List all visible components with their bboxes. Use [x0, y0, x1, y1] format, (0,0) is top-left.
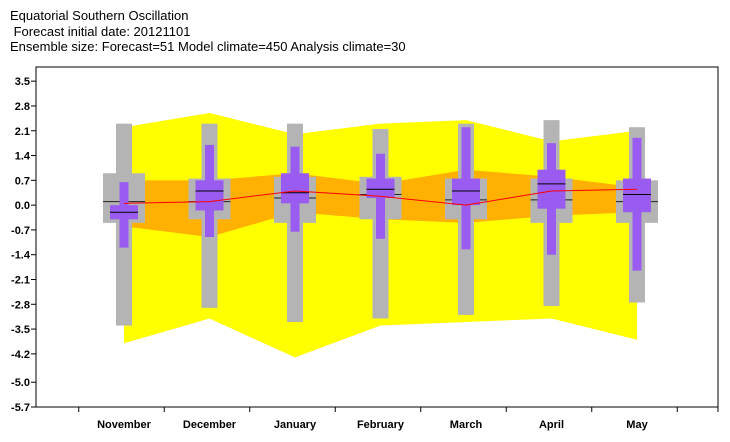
forecast-box [452, 178, 480, 206]
y-tick-label: -2.8 [11, 299, 30, 311]
x-tick-label: April [539, 419, 564, 431]
x-tick-label: February [357, 419, 405, 431]
x-tick-label: March [450, 419, 483, 431]
forecast-box [623, 178, 651, 213]
plot-frame [35, 66, 719, 408]
forecast-box [366, 178, 395, 199]
y-tick-label: -1.4 [11, 250, 31, 262]
x-axis: November December January February March Apri… [78, 407, 719, 431]
x-tick-label: December [183, 419, 237, 431]
box-group-november [103, 123, 145, 326]
y-tick-label: 2.8 [15, 101, 30, 113]
x-tick-label: May [626, 419, 648, 431]
chart-title: Equatorial Southern Oscillation [10, 8, 189, 23]
chart-titles: Equatorial Southern Oscillation Forecast… [10, 8, 406, 55]
y-tick-label: -5.7 [11, 402, 30, 414]
x-tick-label: January [274, 419, 317, 431]
box-group-january [274, 123, 316, 323]
chart-subtitle-date: Forecast initial date: 20121101 [10, 23, 191, 39]
box-group-april [530, 120, 573, 307]
x-tick-label: November [97, 419, 152, 431]
chart-subtitle-ensemble: Ensemble size: Forecast=51 Model climate… [10, 39, 406, 54]
y-tick-label: 0.0 [15, 200, 30, 212]
box-group-may [616, 127, 658, 303]
box-group-march [445, 123, 487, 315]
y-tick-label: 1.4 [15, 151, 31, 163]
climate-median-series [123, 188, 638, 206]
y-tick-label: -2.1 [11, 275, 30, 287]
forecast-box [195, 180, 224, 211]
y-tick-label: 0.7 [15, 175, 30, 187]
y-tick-label: 3.5 [15, 76, 30, 88]
y-axis: 3.5 2.8 2.1 1.4 0.7 0.0 -0.7 -1.4 -2.1 -2.8 -3.5 -4… [11, 76, 36, 414]
box-groups [103, 120, 658, 326]
plot-border [35, 66, 719, 408]
y-tick-label: 2.1 [15, 126, 30, 138]
y-tick-label: -4.2 [11, 349, 30, 361]
forecast-box [537, 169, 566, 209]
box-group-december [188, 123, 231, 308]
y-tick-label: -0.7 [11, 225, 30, 237]
climate-median-line [123, 188, 638, 206]
y-tick-label: -3.5 [11, 324, 30, 336]
forecast-box [281, 173, 309, 204]
y-tick-label: -5.0 [11, 377, 30, 389]
